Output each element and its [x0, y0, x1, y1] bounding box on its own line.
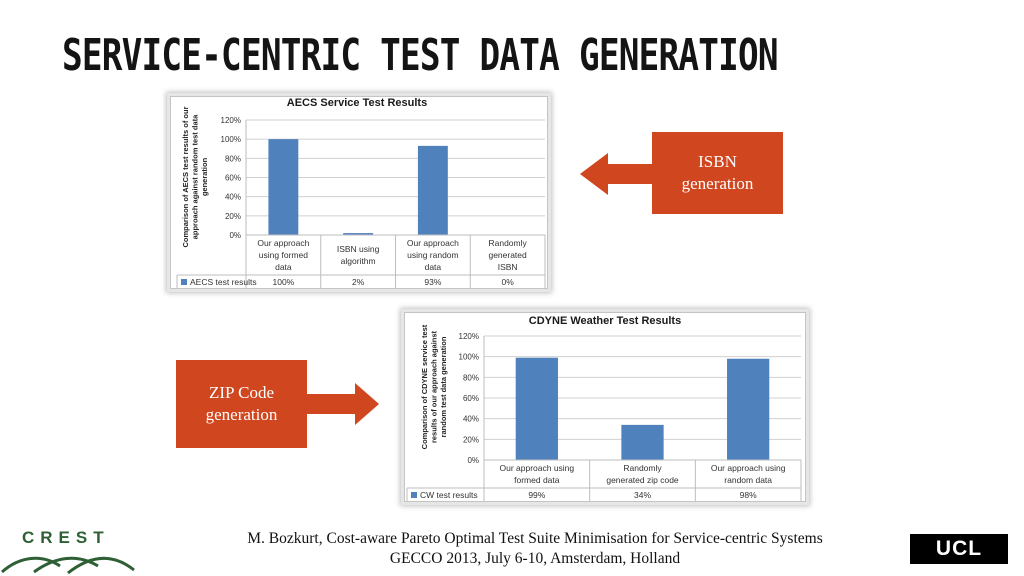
aecs-category-line: ISBN: [498, 262, 518, 272]
left-arrow-icon: [580, 153, 656, 195]
cdyne-data-label: 99%: [528, 490, 545, 500]
crest-logo: CREST: [0, 528, 140, 576]
aecs-category-line: Our approach: [407, 238, 459, 248]
aecs-data-label: 100%: [273, 277, 295, 287]
aecs-legend-label: AECS test results: [190, 277, 257, 287]
aecs-category-line: generated: [488, 250, 527, 260]
aecs-category-line: data: [275, 262, 292, 272]
cdyne-ytick: 40%: [463, 415, 479, 424]
aecs-ylabel: Comparison of AECS test results of ourap…: [181, 106, 209, 247]
aecs-ylabel-line: approach against random test data: [191, 114, 200, 239]
cdyne-ytick: 80%: [463, 373, 479, 382]
aecs-category-label: Randomly generated ISBN: [488, 238, 527, 272]
aecs-svg: AECS Service Test Results Comparison of A…: [176, 97, 546, 288]
cdyne-category-line: generated zip code: [606, 475, 679, 485]
aecs-bar: [417, 145, 448, 235]
cdyne-chart: CDYNE Weather Test Results Comparison of …: [404, 312, 806, 502]
aecs-category-line: using random: [407, 250, 459, 260]
aecs-legend-key: [181, 279, 187, 285]
citation-line-1: M. Bozkurt, Cost-aware Pareto Optimal Te…: [247, 530, 823, 547]
aecs-ytick: 80%: [225, 154, 241, 163]
isbn-callout-line1: ISBN: [698, 152, 737, 171]
aecs-ylabel-line: generation: [200, 157, 209, 196]
cdyne-legend-label: CW test results: [420, 490, 478, 500]
cdyne-category-line: Randomly: [623, 463, 662, 473]
isbn-callout-line2: generation: [681, 174, 754, 193]
cdyne-ytick: 100%: [459, 353, 479, 362]
aecs-bar: [268, 139, 299, 235]
cdyne-bar: [727, 358, 770, 460]
aecs-ytick: 40%: [225, 193, 241, 202]
aecs-chart: AECS Service Test Results Comparison of A…: [170, 96, 548, 289]
aecs-data-label: 93%: [424, 277, 441, 287]
aecs-ytick: 0%: [229, 231, 241, 240]
zip-callout-line1: ZIP Code: [208, 383, 274, 402]
aecs-ytick: 60%: [225, 174, 241, 183]
slide-title: SERVICE-CENTRIC TEST DATA GENERATION: [62, 30, 779, 81]
ucl-logo-text: UCL: [935, 537, 983, 560]
cdyne-data-label: 98%: [740, 490, 757, 500]
cdyne-ytick: 60%: [463, 394, 479, 403]
citation-footer: M. Bozkurt, Cost-aware Pareto Optimal Te…: [150, 529, 920, 569]
cdyne-data-label: 34%: [634, 490, 651, 500]
aecs-data-label: 2%: [352, 277, 365, 287]
cdyne-category-line: Our approach using: [711, 463, 786, 473]
zip-callout-line2: generation: [205, 405, 278, 424]
crest-wave-icon: [1, 556, 135, 575]
zip-callout: ZIP Code generation: [176, 360, 307, 448]
aecs-category-label: Our approach using random data: [407, 238, 459, 272]
aecs-category-line: using formed: [259, 250, 308, 260]
cdyne-ylabel-line: Comparison of CDYNE service test: [420, 324, 429, 449]
cdyne-ylabel: Comparison of CDYNE service testresults …: [420, 324, 448, 449]
cdyne-ytick: 120%: [459, 332, 479, 341]
cdyne-svg: CDYNE Weather Test Results Comparison of …: [406, 315, 802, 501]
aecs-ylabel-line: Comparison of AECS test results of our: [181, 106, 190, 247]
cdyne-bar: [621, 424, 664, 460]
cdyne-category-line: formed data: [514, 475, 560, 485]
cdyne-ytick: 20%: [463, 435, 479, 444]
aecs-category-line: Randomly: [488, 238, 527, 248]
cdyne-bar: [515, 357, 558, 460]
aecs-data-label: 0%: [501, 277, 514, 287]
aecs-ytick: 20%: [225, 212, 241, 221]
cdyne-title: CDYNE Weather Test Results: [529, 315, 681, 327]
isbn-callout: ISBN generation: [652, 132, 783, 214]
aecs-ytick: 120%: [221, 116, 241, 125]
cdyne-category-line: random data: [724, 475, 772, 485]
citation-line-2: GECCO 2013, July 6-10, Amsterdam, Hollan…: [389, 550, 681, 567]
crest-logo-text: CREST: [22, 528, 110, 547]
ucl-logo: UCL: [910, 534, 1008, 564]
right-arrow-icon: [305, 383, 379, 425]
cdyne-ytick: 0%: [467, 456, 479, 465]
aecs-category-line: algorithm: [341, 256, 376, 266]
aecs-category-line: Our approach: [257, 238, 309, 248]
cdyne-category-label: Randomly generated zip code: [606, 463, 679, 485]
aecs-category-line: ISBN using: [337, 244, 380, 254]
aecs-category-label: Our approach using formed data: [257, 238, 309, 272]
aecs-ytick: 100%: [221, 135, 241, 144]
aecs-category-line: data: [425, 262, 442, 272]
cdyne-ylabel-line: results of our approach against: [430, 330, 439, 443]
cdyne-legend-key: [411, 492, 417, 498]
cdyne-category-line: Our approach using: [499, 463, 574, 473]
aecs-category-label: ISBN using algorithm: [337, 244, 380, 266]
cdyne-category-label: Our approach using formed data: [499, 463, 574, 485]
aecs-bar: [343, 233, 374, 235]
cdyne-category-label: Our approach using random data: [711, 463, 786, 485]
cdyne-ylabel-line: random test data generation: [439, 336, 448, 437]
aecs-title: AECS Service Test Results: [287, 97, 427, 109]
